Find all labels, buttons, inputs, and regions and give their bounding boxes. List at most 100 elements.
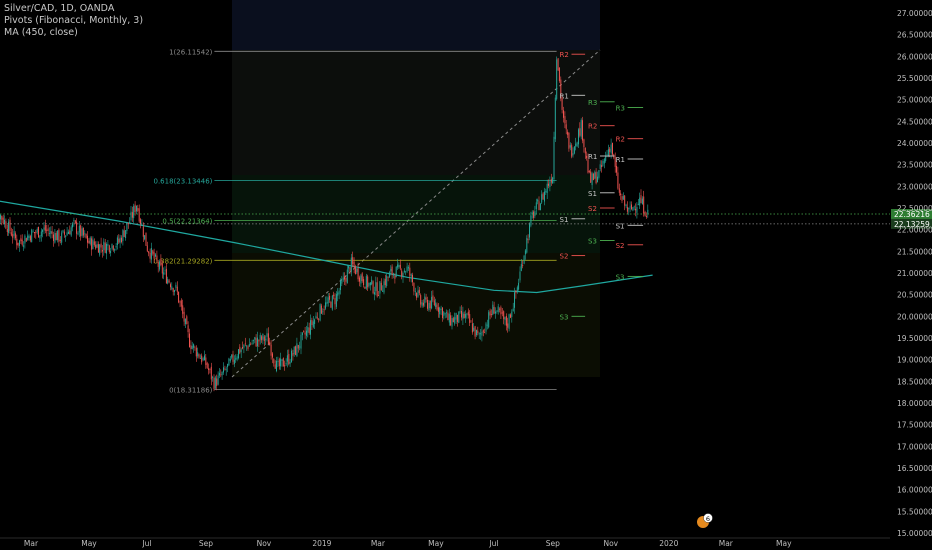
candle-body <box>399 264 401 269</box>
candle-body <box>538 201 540 211</box>
candle-body <box>148 251 150 254</box>
candle-body <box>560 79 562 98</box>
x-tick-label: Mar <box>371 539 386 548</box>
candle-body <box>213 377 215 389</box>
candle-body <box>568 132 570 149</box>
pivot-label: R1 <box>560 92 569 100</box>
candle-body <box>583 139 585 148</box>
candle-body <box>641 198 643 205</box>
candle-body <box>182 305 184 314</box>
candle-body <box>175 284 177 288</box>
fib-trend-line <box>231 49 601 378</box>
candle-body <box>238 349 239 359</box>
pivot-label: S3 <box>588 238 597 246</box>
candle-body <box>289 362 291 364</box>
candle-body <box>437 307 439 312</box>
candle-body <box>39 235 41 239</box>
candle-body <box>164 270 166 272</box>
candle-body <box>326 302 328 304</box>
chart-legend: Silver/CAD, 1D, OANDA Pivots (Fibonacci,… <box>4 3 143 39</box>
candle-body <box>59 239 61 241</box>
event-marker[interactable]: 6 <box>697 513 713 529</box>
candle-body <box>354 266 356 274</box>
y-tick-label: 17.00000 <box>897 442 932 451</box>
candle-body <box>579 128 581 136</box>
candle-body <box>503 311 505 319</box>
candle-body <box>337 292 339 296</box>
candle-body <box>304 332 306 335</box>
candle-body <box>386 275 388 286</box>
candle-body <box>529 223 530 238</box>
candle-body <box>466 313 468 315</box>
candle-body <box>247 346 249 349</box>
candle-body <box>514 292 515 308</box>
candle-body <box>267 333 269 344</box>
candle-body <box>523 255 525 264</box>
candle-body <box>89 237 91 245</box>
candle-body <box>327 297 329 304</box>
candle-body <box>224 368 226 370</box>
candle-body <box>452 318 454 323</box>
y-tick-label: 17.50000 <box>897 421 932 430</box>
candle-body <box>20 238 22 242</box>
event-badge-count: 6 <box>706 515 710 523</box>
candle-body <box>229 358 231 361</box>
candle-body <box>291 350 292 363</box>
candle-body <box>235 358 237 360</box>
candle-body <box>621 196 623 201</box>
candle-body <box>591 173 593 186</box>
candle-body <box>131 212 133 218</box>
candle-body <box>446 312 447 314</box>
pivot-label: S2 <box>616 242 625 250</box>
candle-body <box>297 345 299 349</box>
x-tick-label: Nov <box>257 539 272 548</box>
candle-body <box>524 250 526 255</box>
candle-body <box>103 241 105 251</box>
candle-body <box>469 314 471 323</box>
candle-body <box>153 252 155 259</box>
candle-body <box>387 276 389 278</box>
candle-body <box>179 301 181 303</box>
candle-body <box>341 280 343 284</box>
candle-body <box>520 264 522 271</box>
candle-body <box>195 347 197 357</box>
fib-zone-mid <box>232 175 600 253</box>
candle-body <box>616 166 617 173</box>
candle-body <box>554 97 556 140</box>
fib-level-label: 0(18.31186) <box>169 387 213 395</box>
candle-body <box>269 341 271 346</box>
y-tick-label: 27.00000 <box>897 9 932 18</box>
candle-body <box>100 243 102 248</box>
candle-body <box>369 282 371 286</box>
candle-body <box>239 346 241 354</box>
candle-body <box>456 315 458 322</box>
candle-body <box>28 235 30 238</box>
candle-body <box>474 326 476 337</box>
x-tick-label: Sep <box>199 539 213 548</box>
ma-indicator-label: MA (450, close) <box>4 27 78 38</box>
candle-body <box>406 266 408 272</box>
candle-body <box>632 207 634 211</box>
candle-body <box>172 288 174 292</box>
ma-line <box>0 200 653 294</box>
candle-body <box>225 369 227 371</box>
candle-body <box>393 273 394 276</box>
candle-body <box>314 319 316 324</box>
candle-body <box>601 165 603 167</box>
candle-body <box>46 229 48 231</box>
candle-body <box>462 312 464 320</box>
candle-body <box>170 284 171 288</box>
candle-body <box>1 215 3 220</box>
candle-body <box>110 250 112 254</box>
candle-body <box>308 327 310 333</box>
candle-body <box>564 116 566 124</box>
candle-body <box>277 361 279 362</box>
candle-body <box>318 318 320 320</box>
candle-body <box>607 149 609 156</box>
candle-body <box>635 208 637 211</box>
candle-body <box>384 279 386 285</box>
candle-body <box>210 366 212 380</box>
candle-body <box>69 230 71 235</box>
